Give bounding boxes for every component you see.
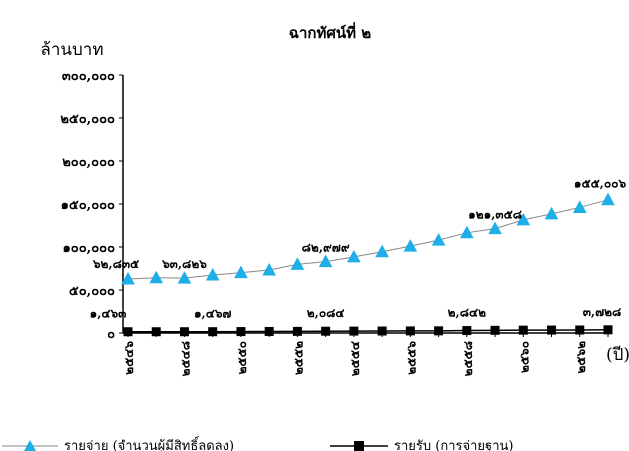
data-point-square — [405, 326, 415, 336]
legend-marker-square — [354, 441, 364, 451]
y-tick-label: ๒๐๐,๐๐๐ — [62, 155, 115, 170]
data-point-triangle — [318, 254, 333, 268]
data-point-square — [123, 327, 133, 337]
x-tick-label: ๒๕๕๖ — [404, 341, 418, 375]
data-point-square — [434, 326, 444, 336]
data-point-square — [208, 327, 218, 337]
x-tick-label: ๒๕๕๔ — [348, 341, 362, 376]
data-point-square — [236, 327, 246, 337]
x-tick-label: ๒๕๕๘ — [461, 341, 475, 376]
y-axis-label: ล้านบาท — [40, 40, 103, 60]
y-tick-label: ๕๐,๐๐๐ — [69, 284, 115, 299]
chart-title: ฉากทัศน์ที่ ๒ — [289, 22, 371, 42]
x-tick-label: ๒๕๕๒ — [291, 341, 305, 375]
data-point-square — [179, 327, 189, 337]
data-point-triangle — [516, 212, 531, 226]
data-point-triangle — [544, 206, 559, 220]
data-point-triangle — [177, 271, 192, 284]
data-point-triangle — [488, 221, 502, 235]
data-point-triangle — [375, 244, 389, 258]
axes: ๐ ๕๐,๐๐๐ ๑๐๐,๐๐๐ ๑๕๐,๐๐๐ ๒๐๐,๐๐๐ ๒๕๐,๐๐๐ ๓๐๐,๐… — [60, 69, 609, 376]
data-point-triangle — [149, 270, 164, 284]
series-layer — [121, 192, 615, 337]
x-axis-label: (ปี) — [606, 345, 629, 365]
data-point-triangle — [601, 192, 615, 206]
data-point-square — [349, 326, 359, 336]
data-label: ๒,๘๔๒ — [448, 306, 486, 320]
y-tick-label: ๓๐๐,๐๐๐ — [62, 69, 115, 84]
data-point-triangle — [403, 239, 418, 252]
data-point-triangle — [459, 225, 474, 239]
data-label: ๑,๔๖๗ — [194, 307, 232, 321]
data-point-triangle — [347, 249, 361, 263]
x-tick-label: ๒๕๔๘ — [178, 341, 192, 376]
x-tick-label: ๒๕๖๐ — [517, 341, 531, 373]
y-tick-label: ๒๕๐,๐๐๐ — [60, 112, 115, 127]
data-point-triangle — [431, 233, 446, 246]
data-point-square — [377, 326, 387, 336]
data-label: ๖๒,๘๓๕ — [92, 257, 139, 271]
data-point-triangle — [205, 267, 220, 281]
data-label: ๑,๔๖๓ — [90, 307, 127, 321]
data-label: ๖๓,๘๒๖ — [161, 257, 207, 271]
series-line-expense — [127, 199, 609, 280]
data-point-square — [264, 326, 274, 336]
data-point-square — [462, 326, 472, 336]
legend-label-expense: รายจ่าย (จำนวนผู้มีสิทธิ์ลดลง) — [64, 436, 234, 451]
data-point-triangle — [572, 200, 587, 213]
y-tick-label: ๐ — [107, 327, 115, 342]
data-point-square — [603, 325, 613, 335]
data-point-square — [151, 327, 161, 337]
data-label: ๓,๗๒๘ — [583, 305, 622, 319]
data-point-triangle — [234, 265, 248, 279]
x-tick-label: ๒๕๕๐ — [235, 341, 249, 374]
data-point-triangle — [262, 263, 277, 276]
data-point-square — [292, 326, 302, 336]
data-point-triangle — [121, 271, 135, 285]
x-tick-label: ๒๕๔๖ — [122, 341, 136, 375]
data-label: ๘๒,๙๗๙ — [302, 241, 350, 255]
data-point-square — [575, 325, 585, 335]
data-point-triangle — [290, 257, 305, 270]
legend-marker-triangle — [24, 440, 36, 451]
y-tick-label: ๑๕๐,๐๐๐ — [61, 198, 115, 213]
data-point-square — [321, 326, 331, 336]
y-tick-label: ๑๐๐,๐๐๐ — [63, 241, 116, 256]
legend: รายจ่าย (จำนวนผู้มีสิทธิ์ลดลง) รายรับ (กา… — [2, 436, 513, 451]
data-point-square — [547, 325, 557, 335]
x-tick-label: ๒๕๖๒ — [574, 341, 588, 374]
data-label: ๑๒๑,๓๕๘ — [468, 208, 522, 222]
data-label: ๑๕๕,๐๐๖ — [574, 177, 627, 191]
series-line-revenue — [127, 329, 609, 333]
data-point-square — [490, 325, 500, 335]
data-label: ๒,๐๘๔ — [307, 306, 345, 320]
data-point-square — [518, 325, 528, 335]
legend-label-revenue: รายรับ (การจ่ายฐาน) — [394, 439, 513, 451]
